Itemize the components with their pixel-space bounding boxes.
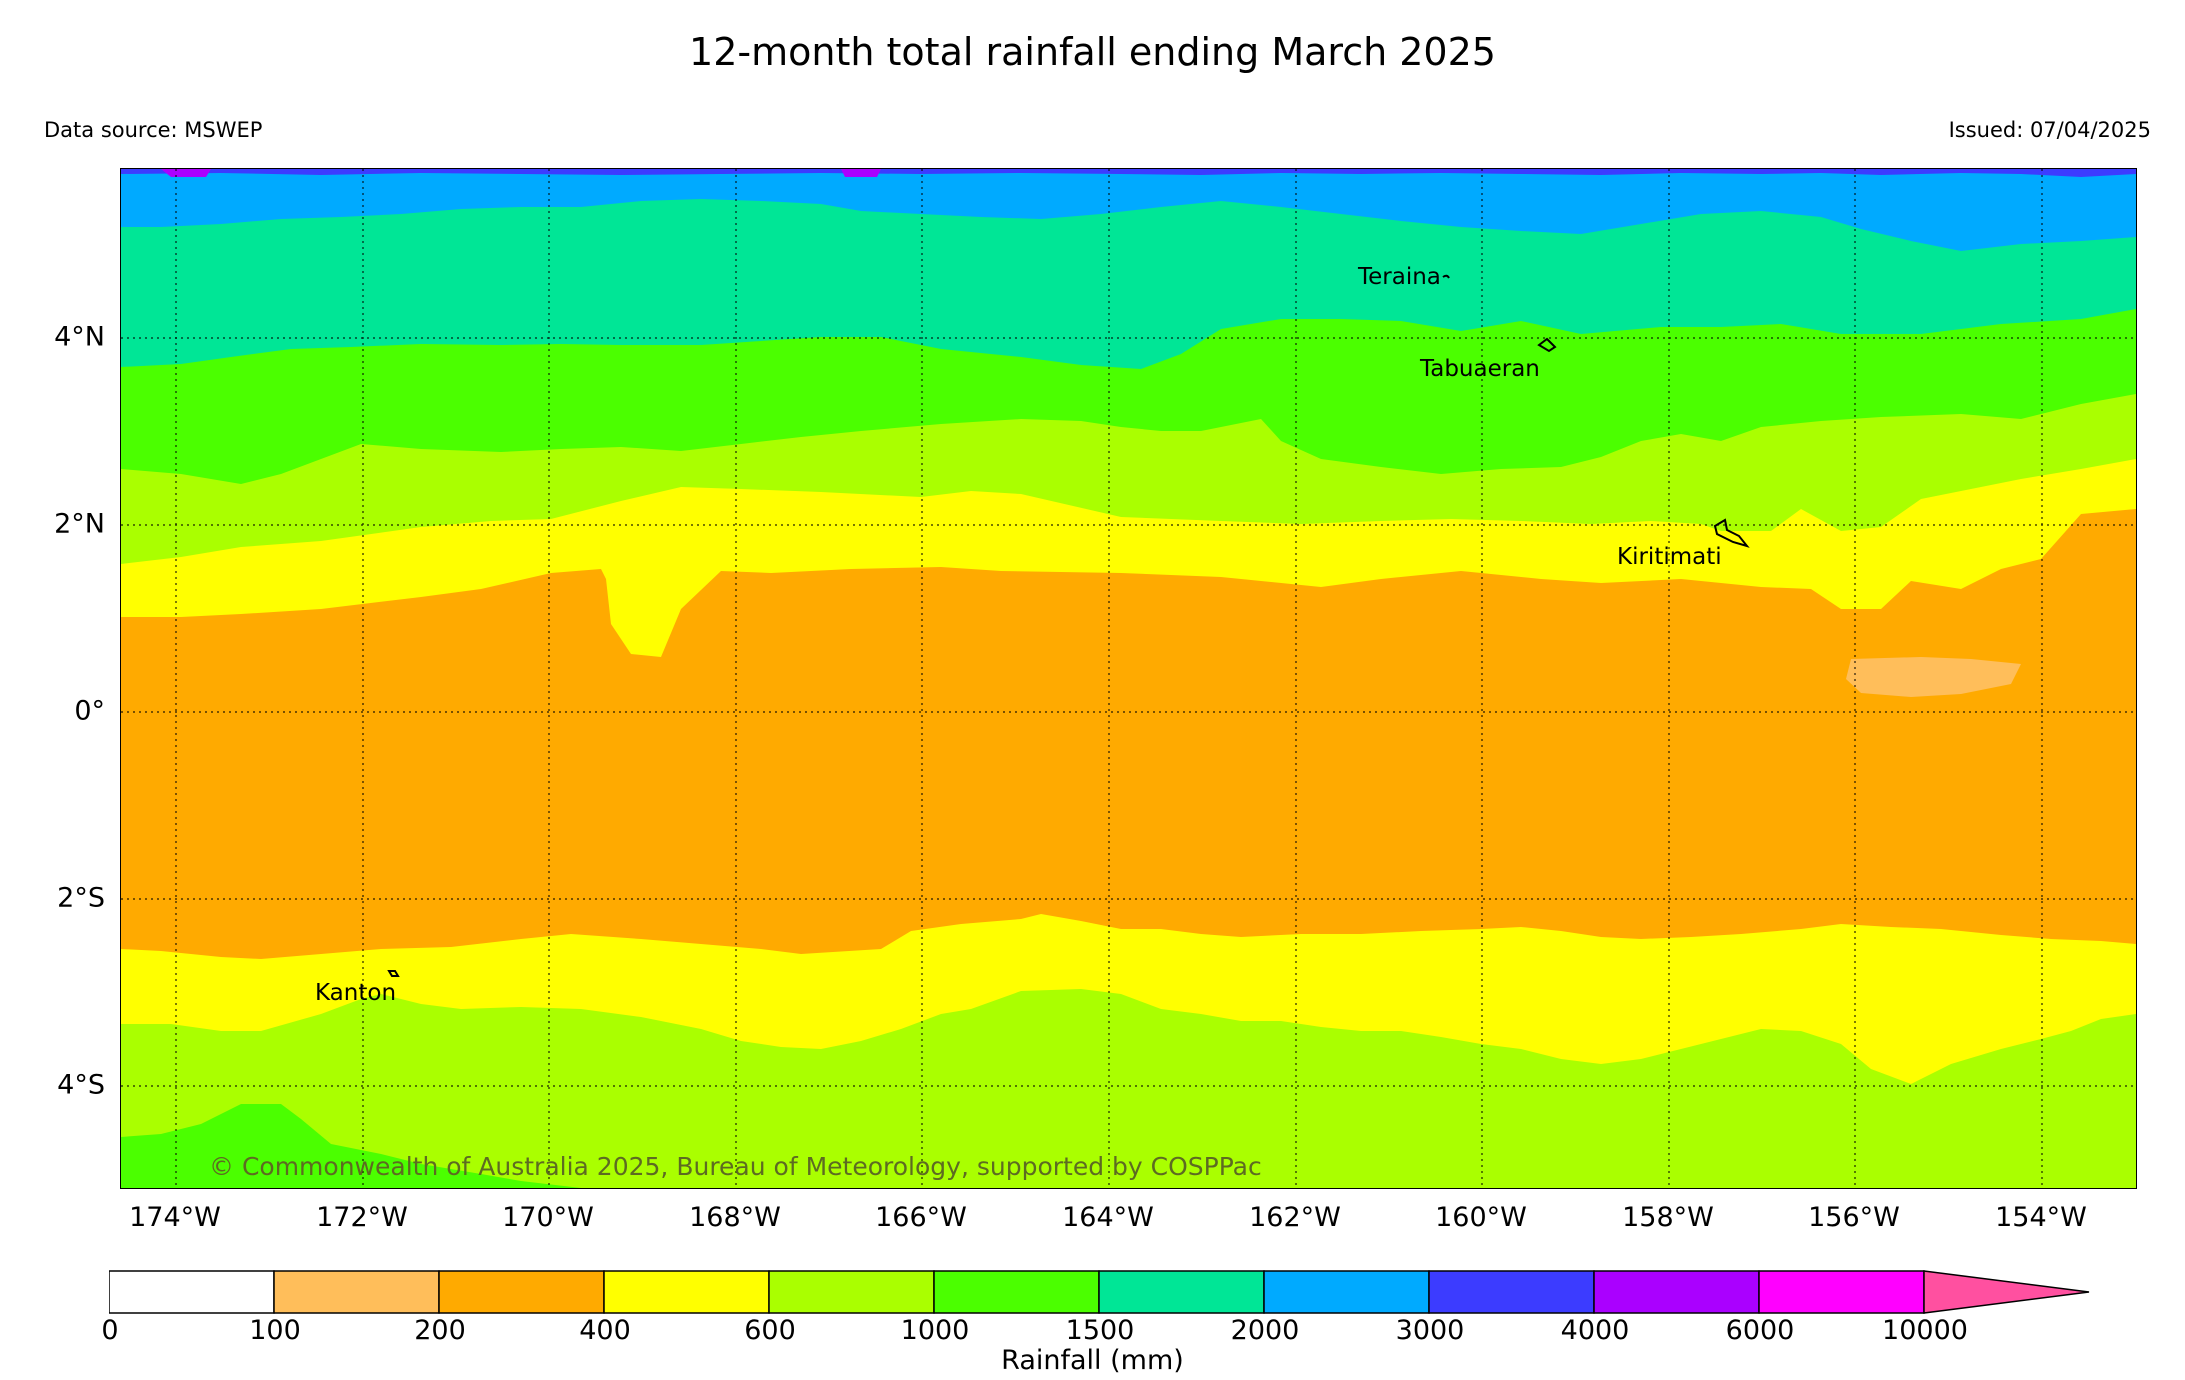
colorbar-seg-0-100 bbox=[109, 1270, 275, 1314]
colorbar-axis-label: Rainfall (mm) bbox=[1001, 1345, 1184, 1376]
colorbar-seg-200-400 bbox=[438, 1270, 605, 1314]
colorbar-tick-10000: 10000 bbox=[1882, 1315, 1968, 1346]
tabuaeran-island bbox=[1537, 337, 1557, 353]
colorbar-seg-600-1000 bbox=[768, 1270, 935, 1314]
island-outlines bbox=[387, 274, 1750, 977]
data-source-label: Data source: MSWEP bbox=[44, 118, 263, 142]
lon-label-154w: 154°W bbox=[1995, 1202, 2087, 1233]
place-label-kiritimati: Kiritimati bbox=[1617, 544, 1722, 570]
map-title: 12-month total rainfall ending March 202… bbox=[689, 30, 1496, 74]
band-north-2000-3000 bbox=[121, 169, 2136, 251]
issued-date-label: Issued: 07/04/2025 bbox=[1948, 118, 2151, 142]
colorbar-seg-100-200 bbox=[273, 1270, 440, 1314]
colorbar-tick-3000: 3000 bbox=[1395, 1315, 1465, 1346]
kanton-island bbox=[387, 970, 400, 977]
band-100-200-patch bbox=[1846, 657, 2021, 697]
rainfall-map-svg bbox=[121, 169, 2136, 1188]
copyright-notice: © Commonwealth of Australia 2025, Bureau… bbox=[209, 1152, 1262, 1181]
band-south-1000-1500 bbox=[121, 1104, 581, 1188]
colorbar-tick-4000: 4000 bbox=[1560, 1315, 1630, 1346]
lon-label-168w: 168°W bbox=[689, 1202, 781, 1233]
lat-label-2s: 2°S bbox=[57, 882, 105, 914]
colorbar-seg-4000-6000 bbox=[1593, 1270, 1760, 1314]
graticule bbox=[121, 169, 2136, 1188]
lon-label-172w: 172°W bbox=[316, 1202, 408, 1233]
colorbar-tick-100: 100 bbox=[249, 1315, 301, 1346]
lon-label-166w: 166°W bbox=[875, 1202, 967, 1233]
colorbar-tick-6000: 6000 bbox=[1725, 1315, 1795, 1346]
colorbar-seg-1000-1500 bbox=[933, 1270, 1100, 1314]
place-label-kanton: Kanton bbox=[315, 980, 397, 1006]
kiritimati-island bbox=[1713, 518, 1750, 548]
colorbar-seg-2000-3000 bbox=[1263, 1270, 1430, 1314]
lat-label-4s: 4°S bbox=[57, 1069, 105, 1101]
colorbar-seg-1500-2000 bbox=[1098, 1270, 1265, 1314]
place-label-teraina: Teraina bbox=[1358, 264, 1441, 290]
lon-label-158w: 158°W bbox=[1622, 1202, 1714, 1233]
lon-label-164w: 164°W bbox=[1062, 1202, 1154, 1233]
lat-label-4n: 4°N bbox=[54, 321, 105, 353]
band-north-3000-4000 bbox=[121, 169, 2136, 177]
colorbar-tick-0: 0 bbox=[101, 1315, 119, 1346]
lon-label-156w: 156°W bbox=[1808, 1202, 1900, 1233]
lon-label-160w: 160°W bbox=[1435, 1202, 1527, 1233]
lon-label-170w: 170°W bbox=[502, 1202, 594, 1233]
colorbar-tick-400: 400 bbox=[579, 1315, 631, 1346]
colorbar-extend-arrow bbox=[1923, 1270, 2090, 1314]
band-south-600-1000 bbox=[121, 989, 2136, 1188]
teraina-island bbox=[1442, 274, 1450, 279]
colorbar-tick-600: 600 bbox=[744, 1315, 796, 1346]
colorbar-seg-6000-10000 bbox=[1758, 1270, 1925, 1314]
colorbar-seg-400-600 bbox=[603, 1270, 770, 1314]
rainfall-colorbar bbox=[109, 1270, 2090, 1314]
colorbar-seg-3000-4000 bbox=[1428, 1270, 1595, 1314]
lon-label-174w: 174°W bbox=[129, 1202, 221, 1233]
rainfall-map bbox=[120, 168, 2137, 1189]
lon-label-162w: 162°W bbox=[1249, 1202, 1341, 1233]
colorbar-tick-2000: 2000 bbox=[1230, 1315, 1300, 1346]
lat-label-equator: 0° bbox=[74, 695, 105, 727]
colorbar-segments bbox=[109, 1270, 2090, 1314]
colorbar-tick-1000: 1000 bbox=[900, 1315, 970, 1346]
colorbar-tick-1500: 1500 bbox=[1065, 1315, 1135, 1346]
lat-label-2n: 2°N bbox=[54, 508, 105, 540]
colorbar-tick-200: 200 bbox=[414, 1315, 466, 1346]
place-label-tabuaeran: Tabuaeran bbox=[1420, 356, 1540, 382]
